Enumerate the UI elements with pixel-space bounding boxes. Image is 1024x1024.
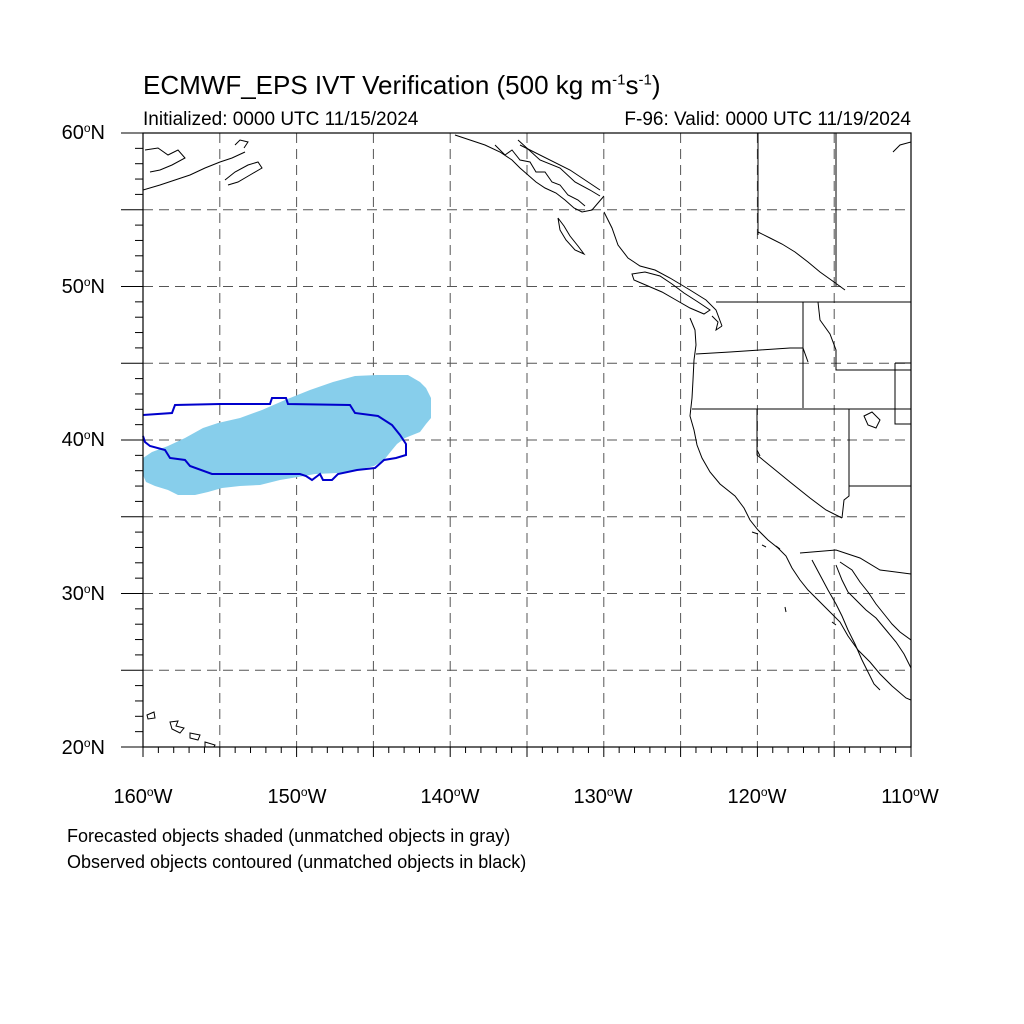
coast-segment bbox=[603, 211, 723, 327]
coast-segment bbox=[144, 147, 186, 173]
lon-label-150w: 150oW bbox=[267, 785, 327, 808]
caption-observed: Observed objects contoured (unmatched ob… bbox=[67, 852, 527, 872]
map-title: ECMWF_EPS IVT Verification (500 kg m-1s-… bbox=[143, 70, 661, 100]
lat-label-60: 60oN bbox=[61, 121, 105, 144]
coast-segment bbox=[204, 741, 216, 747]
coast-segment bbox=[517, 139, 601, 197]
lat-label-30: 30oN bbox=[61, 582, 105, 605]
coast-segment bbox=[169, 720, 185, 734]
coast-segment bbox=[143, 151, 246, 191]
border-line bbox=[841, 409, 850, 519]
political-boundaries bbox=[519, 133, 911, 575]
border-line bbox=[799, 549, 911, 575]
observed-object-contour bbox=[142, 397, 407, 482]
coast-segment bbox=[784, 606, 787, 613]
lat-label-20: 20oN bbox=[61, 736, 105, 759]
coast-segment bbox=[454, 134, 605, 213]
coast-segment bbox=[146, 711, 156, 720]
valid-time: F-96: Valid: 0000 UTC 11/19/2024 bbox=[624, 109, 911, 130]
map-frame bbox=[142, 132, 912, 748]
coast-segment bbox=[557, 217, 586, 256]
coast-segment bbox=[631, 271, 711, 315]
lon-label-130w: 130oW bbox=[573, 785, 633, 808]
coastlines bbox=[143, 134, 911, 747]
lon-label-120w: 120oW bbox=[727, 785, 787, 808]
border-line bbox=[817, 301, 911, 371]
coast-segment bbox=[494, 144, 586, 207]
coast-segment bbox=[892, 141, 911, 153]
coast-segment bbox=[751, 531, 759, 535]
coast-segment bbox=[711, 315, 723, 332]
initialized-time: Initialized: 0000 UTC 11/15/2024 bbox=[143, 109, 419, 130]
border-line bbox=[756, 409, 843, 519]
border-line bbox=[894, 363, 911, 425]
coast-segment bbox=[839, 561, 911, 641]
lat-label-40: 40oN bbox=[61, 428, 105, 451]
coast-segment bbox=[757, 231, 846, 291]
forecast-object bbox=[143, 375, 431, 495]
coast-segment bbox=[831, 621, 837, 626]
lon-label-110w: 110oW bbox=[881, 785, 939, 808]
coast-segment bbox=[775, 545, 781, 550]
caption-forecast: Forecasted objects shaded (unmatched obj… bbox=[67, 826, 511, 846]
coast-segment bbox=[689, 317, 911, 701]
lon-label-140w: 140oW bbox=[420, 785, 480, 808]
border-line bbox=[695, 347, 809, 363]
coast-segment bbox=[863, 411, 881, 429]
coast-segment bbox=[234, 139, 249, 149]
coast-segment bbox=[761, 544, 767, 548]
coast-segment bbox=[224, 161, 263, 186]
lat-label-50: 50oN bbox=[61, 275, 105, 298]
coast-segment bbox=[835, 564, 911, 669]
coast-segment bbox=[189, 732, 201, 741]
lon-label-160w: 160oW bbox=[113, 785, 173, 808]
coast-segment bbox=[811, 559, 881, 691]
border-line bbox=[519, 144, 601, 191]
